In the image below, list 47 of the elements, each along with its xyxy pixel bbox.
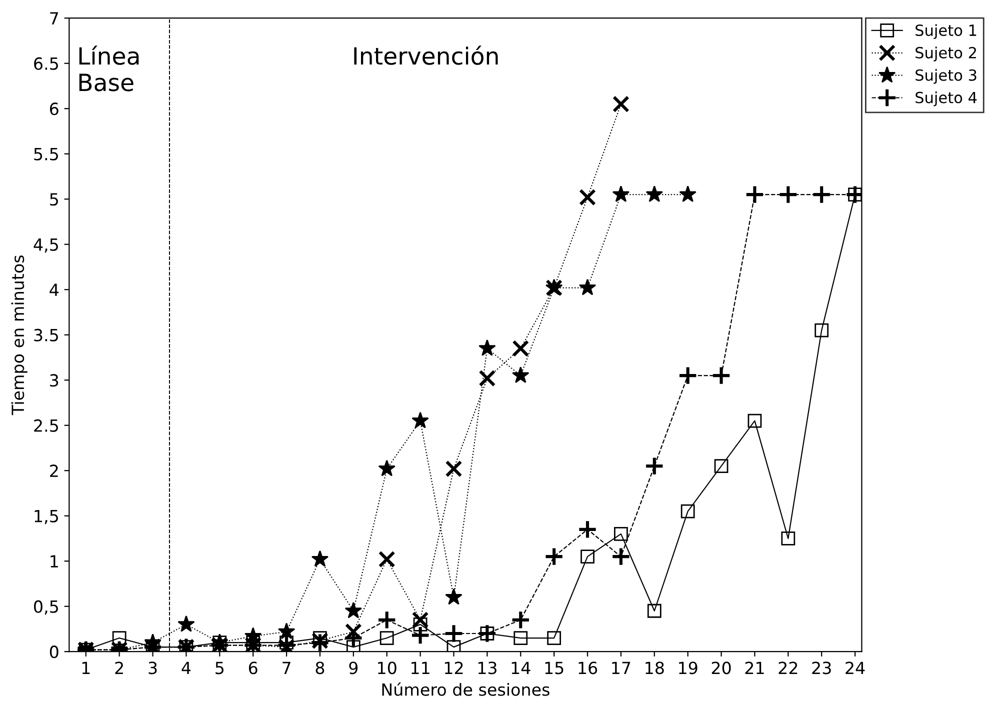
- annotation: Línea Base: [79, 46, 139, 92]
- y-tick-label: 1,5: [34, 510, 58, 524]
- legend-label: Sujeto 4: [916, 91, 977, 106]
- x-tick-label: 6: [248, 662, 258, 674]
- x-tick-label: 14: [512, 662, 530, 674]
- x-tick-label: 1: [82, 662, 90, 674]
- x-tick-label: 2: [115, 662, 123, 674]
- legend-label: Sujeto 3: [916, 69, 976, 84]
- y-axis-title: Tiempo en minutos: [11, 255, 28, 416]
- x-tick-label: 3: [148, 662, 157, 674]
- x-tick-label: 24: [846, 662, 865, 674]
- y-tick-label: 4: [50, 284, 59, 296]
- y-tick-label: 5.5: [34, 148, 58, 160]
- x-tick-label: 23: [812, 662, 831, 674]
- x-tick-label: 15: [545, 662, 564, 674]
- y-tick-label: 1: [50, 555, 58, 568]
- x-tick-label: 22: [778, 662, 798, 674]
- y-tick-label: 6.5: [34, 57, 58, 70]
- y-tick-label: 4,5: [34, 238, 58, 253]
- y-tick-label: 0: [50, 646, 58, 658]
- x-tick-label: 11: [412, 662, 430, 674]
- y-tick-label: 6: [50, 102, 58, 116]
- x-axis-title: Número de sesiones: [382, 682, 550, 696]
- y-tick-label: 2: [50, 464, 58, 477]
- legend-label: Sujeto 2: [916, 46, 976, 62]
- x-tick-label: 18: [646, 662, 664, 674]
- x-tick-label: 13: [478, 662, 496, 674]
- x-tick-label: 5: [216, 662, 224, 674]
- y-tick-label: 5: [50, 193, 58, 206]
- legend-label: Sujeto 1: [916, 24, 976, 39]
- x-tick-label: 16: [578, 662, 598, 674]
- x-tick-label: 7: [282, 662, 290, 674]
- x-tick-label: 12: [444, 662, 463, 674]
- x-tick-label: 21: [745, 662, 764, 674]
- x-tick-label: 20: [712, 662, 731, 674]
- annotation: Intervención: [354, 46, 498, 65]
- y-tick-label: 2.5: [34, 419, 58, 432]
- x-tick-label: 17: [612, 662, 630, 674]
- x-tick-label: 19: [679, 662, 698, 674]
- y-tick-label: 0,5: [34, 600, 58, 615]
- y-tick-label: 3.5: [34, 328, 58, 342]
- x-tick-label: 4: [182, 662, 191, 674]
- x-tick-label: 9: [349, 662, 358, 674]
- x-tick-label: 10: [378, 662, 396, 674]
- x-tick-label: 8: [316, 662, 324, 674]
- y-tick-label: 7: [50, 12, 58, 24]
- y-tick-label: 3: [50, 374, 58, 387]
